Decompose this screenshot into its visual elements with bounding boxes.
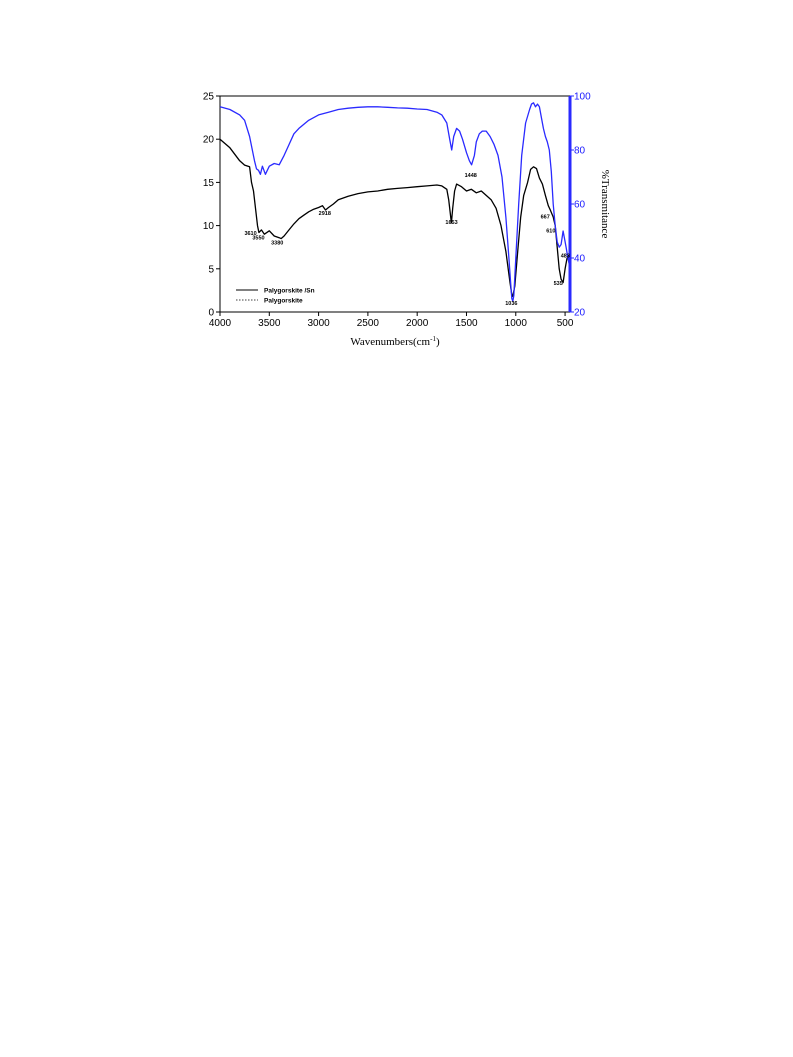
peak-label: 3550 bbox=[252, 235, 264, 241]
left-axis-ticks: 0 5 10 15 20 25 bbox=[203, 92, 220, 319]
ftir-chart: 4000 3500 3000 2500 2000 1500 1000 500 0 5 10 15 20… bbox=[190, 80, 630, 360]
peak-label: 3380 bbox=[271, 241, 283, 247]
peak-label: 1653 bbox=[445, 220, 457, 226]
peak-label: 535 bbox=[554, 281, 563, 287]
x-tick-label: 1000 bbox=[505, 318, 528, 329]
chart-svg: 4000 3500 3000 2500 2000 1500 1000 500 0 5 10 15 20… bbox=[203, 92, 611, 349]
x-tick-label: 1500 bbox=[455, 318, 478, 329]
plot-frame bbox=[219, 95, 571, 313]
peak-label: 610 bbox=[546, 229, 555, 235]
peak-label: 1448 bbox=[465, 173, 477, 179]
series-layer bbox=[219, 102, 570, 302]
y-right-tick-label: 80 bbox=[574, 146, 586, 157]
legend: Palygorskite /Sn Palygorskite bbox=[236, 288, 315, 305]
y-left-tick-label: 15 bbox=[203, 178, 215, 189]
x-tick-label: 500 bbox=[557, 318, 574, 329]
x-tick-label: 3000 bbox=[307, 318, 330, 329]
x-tick-label: 2500 bbox=[357, 318, 380, 329]
y-left-tick-label: 20 bbox=[203, 135, 215, 146]
x-axis-title: Wavenumbers(cm-1) bbox=[350, 335, 440, 348]
right-axis-title: %Transmitance bbox=[599, 170, 611, 239]
series-line-palygorskite-sn bbox=[219, 138, 570, 298]
y-right-tick-label: 100 bbox=[574, 92, 591, 103]
x-tick-label: 2000 bbox=[406, 318, 429, 329]
y-right-tick-label: 60 bbox=[574, 200, 586, 211]
y-left-tick-label: 10 bbox=[203, 221, 215, 232]
series-line-palygorskite bbox=[219, 102, 570, 302]
legend-label: Palygorskite bbox=[264, 298, 303, 305]
y-right-tick-label: 40 bbox=[574, 254, 586, 265]
peak-label: 1036 bbox=[505, 301, 517, 307]
y-left-tick-label: 5 bbox=[208, 264, 214, 275]
peak-label: 3610 bbox=[244, 231, 256, 237]
right-axis-ticks: 20 40 60 80 100 bbox=[570, 92, 591, 319]
y-left-tick-label: 25 bbox=[203, 92, 215, 103]
x-tick-label: 4000 bbox=[209, 318, 232, 329]
legend-label: Palygorskite /Sn bbox=[264, 288, 315, 295]
x-tick-label: 3500 bbox=[258, 318, 281, 329]
y-right-tick-label: 20 bbox=[574, 308, 586, 319]
x-axis-ticks: 4000 3500 3000 2500 2000 1500 1000 500 bbox=[209, 312, 574, 329]
peak-label: 2918 bbox=[319, 211, 331, 217]
peak-label: 667 bbox=[541, 215, 550, 221]
y-left-tick-label: 0 bbox=[208, 308, 214, 319]
peak-label: 483 bbox=[561, 254, 570, 260]
